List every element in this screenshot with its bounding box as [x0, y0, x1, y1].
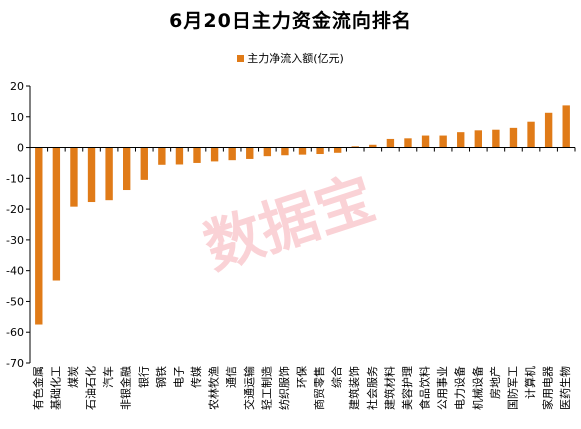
y-tick-label: 20 — [10, 80, 24, 93]
x-tick-label: 农林牧渔 — [207, 366, 221, 410]
x-tick-label: 石油石化 — [84, 366, 98, 410]
bar — [369, 144, 377, 148]
y-tick-label: -60 — [6, 326, 24, 339]
bar — [35, 147, 43, 325]
x-tick-label: 综合 — [330, 366, 344, 388]
x-tick-label: 建筑材料 — [382, 366, 396, 410]
y-tick-label: 10 — [10, 111, 24, 124]
bar — [544, 112, 553, 148]
y-tick-label: -30 — [6, 234, 24, 247]
bar — [228, 147, 236, 161]
y-tick-label: -40 — [6, 265, 24, 278]
bar — [457, 132, 465, 148]
bar — [175, 147, 184, 165]
bar — [492, 129, 500, 148]
x-tick-label: 商贸零售 — [312, 366, 326, 410]
bar — [281, 147, 289, 156]
x-tick-label: 电子 — [172, 366, 185, 388]
x-tick-label: 公用事业 — [436, 366, 449, 410]
bar — [351, 146, 359, 148]
bar — [158, 147, 166, 165]
x-tick-label: 非银金融 — [119, 366, 133, 410]
bar — [333, 147, 342, 153]
x-tick-label: 传媒 — [190, 366, 203, 388]
watermark: 数据宝 — [196, 164, 383, 282]
bar — [474, 130, 482, 148]
bar — [123, 147, 131, 191]
bar — [404, 138, 412, 148]
x-tick-label: 轻工制造 — [259, 366, 273, 410]
x-tick-label: 汽车 — [101, 366, 115, 388]
x-tick-label: 房地产 — [488, 366, 502, 399]
bar — [193, 147, 201, 163]
y-tick-label: -50 — [6, 295, 24, 308]
y-tick-label: -10 — [6, 172, 24, 185]
bar — [316, 147, 324, 155]
bar — [439, 135, 447, 148]
x-tick-label: 计算机 — [523, 366, 537, 399]
x-tick-label: 煤炭 — [67, 366, 80, 388]
x-tick-label: 基础化工 — [48, 366, 62, 410]
bar — [298, 147, 307, 155]
x-tick-label: 家用电器 — [541, 366, 555, 410]
legend-swatch — [237, 54, 245, 62]
bar — [70, 147, 78, 207]
y-tick-label: -20 — [6, 203, 24, 216]
x-tick-label: 环保 — [295, 366, 309, 388]
x-tick-label: 机械设备 — [470, 366, 484, 410]
y-tick-label: 0 — [17, 142, 24, 155]
bar — [52, 147, 61, 281]
legend-label: 主力净流入额(亿元) — [247, 52, 344, 65]
x-tick-label: 美容护理 — [400, 366, 414, 410]
legend: 主力净流入额(亿元) — [0, 50, 581, 66]
x-tick-label: 通信 — [225, 366, 238, 388]
bar — [246, 147, 254, 159]
x-tick-label: 纺织服饰 — [277, 366, 291, 410]
bars-group — [35, 105, 570, 325]
bar — [263, 147, 272, 157]
bar — [421, 135, 430, 148]
x-tick-label: 建筑装饰 — [347, 366, 361, 410]
bar — [509, 127, 518, 148]
x-tick-label: 国防军工 — [505, 366, 519, 410]
axes-group: 20 10 0 -10 -20 -30 -40 -50 -60 -70 有色金属 基础化工 煤炭 石油石化… — [6, 80, 576, 410]
bar — [210, 147, 219, 162]
bar — [386, 138, 395, 148]
x-tick-label: 社会服务 — [365, 366, 379, 410]
bar — [140, 147, 148, 180]
bar — [527, 121, 535, 148]
x-tick-label: 银行 — [136, 366, 150, 388]
x-tick-label: 医药生物 — [558, 366, 572, 410]
y-tick-label: -70 — [6, 357, 24, 370]
x-tick-label: 有色金属 — [31, 366, 45, 410]
bar — [87, 147, 96, 203]
x-tick-label: 交通运输 — [242, 366, 256, 410]
bar — [105, 147, 113, 201]
x-tick-label: 电力设备 — [453, 366, 467, 410]
bar — [562, 105, 570, 148]
chart-title: 6月20日主力资金流向排名 — [169, 10, 412, 32]
x-tick-label: 钢铁 — [155, 366, 168, 388]
x-tick-label: 食品饮料 — [418, 366, 432, 410]
